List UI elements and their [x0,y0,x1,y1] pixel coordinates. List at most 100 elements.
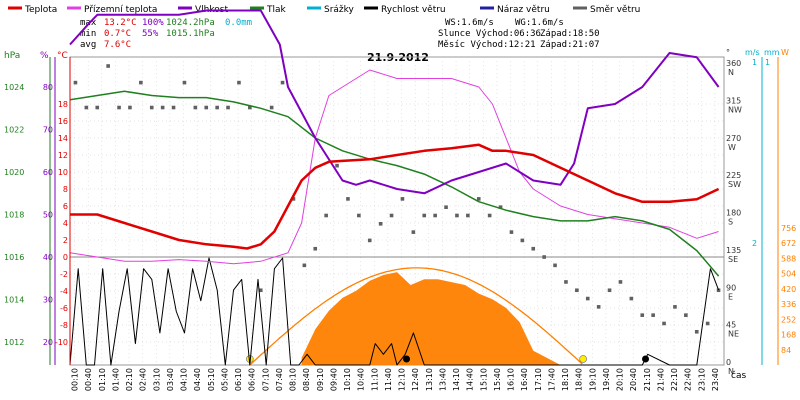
tick-temperature: 4 [63,219,68,228]
tick-time: 02:10 [125,368,134,391]
tick-temperature: 14 [58,134,68,143]
tick-time: 06:40 [248,368,257,391]
wind-dir-point [117,105,121,110]
axes: hPa% °C1012101410161018102010221024203040… [4,48,796,391]
tick-wind-dir: 360 [726,59,741,68]
tick-time: 02:40 [139,368,148,391]
wind-dir-point [367,238,372,243]
wind-dir-point [357,213,361,218]
tick-wind-dir-label: S [728,218,733,227]
info-mesic: Měsíc Východ:12:21 [438,40,536,50]
wind-dir-point [596,305,601,309]
tick-temperature: -6 [60,304,68,313]
tick-wind-dir: 315 [726,96,741,105]
tick-time: 15:40 [493,368,502,391]
wind-dir-point [324,213,328,218]
wind-dir-point [204,105,209,110]
info-slunce-zapad: Západ:18:50 [540,29,600,39]
wind-dir-point [237,80,241,85]
tick-time: 21:40 [656,368,665,391]
tick-time: 11:40 [384,368,393,391]
tick-solar: 756 [781,224,796,233]
wind-dir-point [389,213,394,218]
wind-dir-point [302,263,307,268]
wind-dir-point [84,105,89,110]
tick-time: 23:40 [711,368,720,391]
tick-time: 01:10 [98,368,107,391]
info-wg: WG:1.6m/s [515,18,564,28]
plot-area [69,9,725,366]
tick-temperature: 12 [58,151,68,160]
tick-wind-dir-label: NW [728,105,742,114]
astro-info: WS:1.6m/s WG:1.6m/s Slunce Východ:06:36 … [438,18,600,50]
tick-time: 23:10 [697,368,706,391]
axis-temp-unit: °C [57,51,68,61]
tick-time: 07:40 [275,368,284,391]
tick-humidity: 80 [43,83,53,92]
wind-dir-point [149,105,154,110]
wind-dir-point [618,280,623,284]
info-ws: WS:1.6m/s [445,18,494,28]
tick-time: 01:40 [111,368,120,391]
tick-time: 12:10 [398,368,407,391]
axis-pressure-unit: hPa [4,51,20,61]
wind-dir-point [411,230,416,234]
tick-time: 14:10 [452,368,461,391]
wind-dir-point [520,238,525,243]
stats-min-press: 1015.1hPa [166,29,215,39]
axis-wind-unit: m/s [745,48,760,57]
tick-solar: 504 [781,270,796,279]
tick-wind-speed: 2 [752,239,757,248]
wind-dir-point [640,313,645,317]
tick-temperature: 10 [58,168,68,177]
tick-time: 20:10 [616,368,625,391]
tick-temperature: 18 [58,100,68,109]
tick-time: 13:10 [425,368,434,391]
tick-time: 05:10 [207,368,216,391]
tick-time: 19:40 [602,368,611,391]
legend-label: Teplota [24,5,57,15]
tick-time: 09:40 [329,368,338,391]
tick-pressure: 1016 [4,253,24,262]
stats-min-temp: 0.7°C [104,29,131,39]
tick-wind-dir: 90 [726,283,736,292]
wind-dir-point [694,329,699,334]
tick-wind-dir: 135 [726,246,741,255]
tick-temperature: 16 [58,117,68,126]
wind-dir-point [564,280,568,284]
tick-rain: 1 [765,58,770,67]
tick-pressure: 1014 [4,296,24,305]
tick-time: 18:10 [561,368,570,391]
tick-wind-dir-label: SE [728,255,738,264]
wind-dir-point [466,213,470,218]
axis-rain-unit: mm [764,48,780,57]
legend-label: Rychlost větru [381,5,446,15]
tick-temperature: -8 [60,321,68,330]
wind-dir-point [575,288,579,293]
wind-dir-point [128,105,132,110]
series-pressure [69,90,720,277]
wind-dir-point [280,80,285,85]
wind-dir-point [662,321,666,326]
tick-temperature: -10 [55,338,68,347]
sun-marker [579,355,588,363]
tick-wind-dir-label: E [728,292,733,301]
tick-time: 16:10 [507,368,516,391]
tick-temperature: 8 [63,185,68,194]
wind-dir-point [542,255,546,259]
tick-solar: 168 [781,331,796,340]
series-ground-temp [69,69,719,265]
wind-dir-point [215,105,219,110]
tick-time: 15:10 [479,368,488,391]
tick-time: 03:40 [166,368,175,391]
tick-wind-dir: 0 [726,358,731,367]
tick-solar: 84 [781,346,791,355]
info-slunce: Slunce Východ:06:36 [438,29,541,39]
tick-time: 00:10 [71,368,80,391]
tick-wind-dir: 225 [726,171,741,180]
stats-max-rain: 0.0mm [225,18,252,28]
tick-solar: 672 [781,239,796,248]
tick-time: 13:40 [438,368,447,391]
tick-wind-dir: 180 [726,209,741,218]
